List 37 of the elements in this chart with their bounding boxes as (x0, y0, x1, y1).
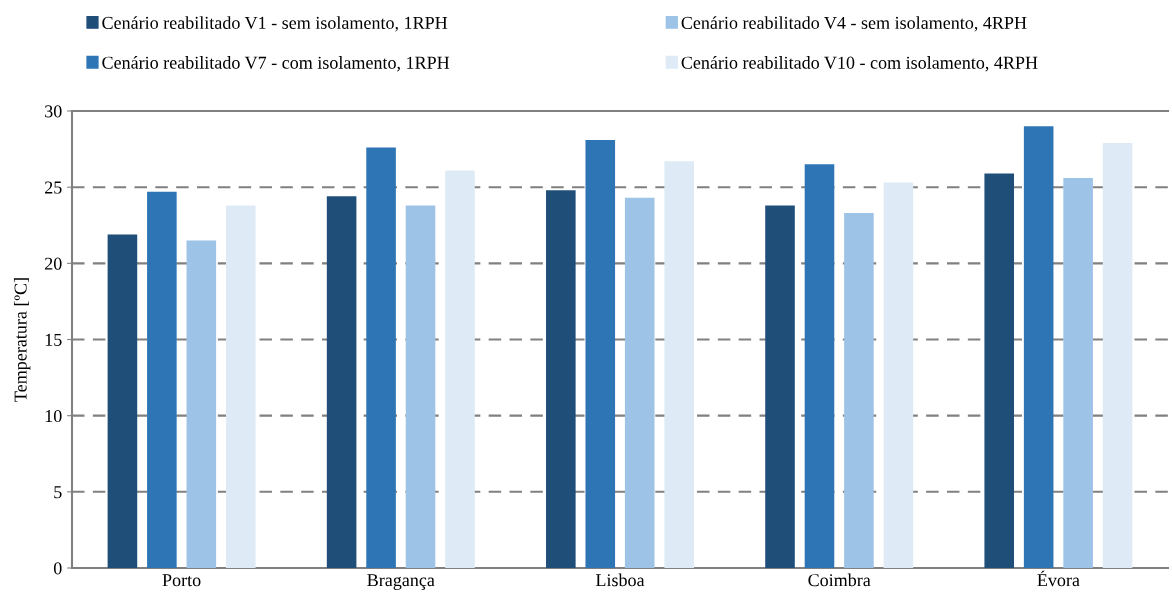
legend-label: Cenário reabilitado V7 - com isolamento, 1RPH (102, 56, 450, 72)
y-axis-title: Temperatura [ºC] (13, 278, 31, 402)
bar (1063, 178, 1093, 568)
x-tick-label: Bragança (367, 574, 435, 590)
y-tick-label: 15 (45, 333, 62, 346)
bar (225, 205, 256, 568)
bar (107, 234, 138, 568)
bar (804, 164, 835, 568)
y-tick-label: 20 (45, 257, 62, 270)
bar (546, 190, 576, 568)
bar (765, 205, 795, 568)
bar (624, 197, 655, 568)
x-tick-label: Porto (162, 574, 201, 587)
bar (1023, 126, 1054, 568)
legend-label: Cenário reabilitado V1 - sem isolamento, 1RPH (102, 16, 448, 32)
bar (326, 196, 357, 568)
y-tick-label: 0 (53, 562, 62, 575)
bar (366, 147, 396, 568)
bar (883, 182, 914, 568)
bar (186, 240, 217, 568)
bar (445, 170, 475, 568)
bar (1102, 142, 1133, 568)
legend-label: Cenário reabilitado V10 - com isolamento, 4RPH (681, 56, 1038, 72)
y-tick-label: 5 (54, 486, 62, 499)
y-tick-label: 10 (45, 409, 62, 423)
legend-label: Cenário reabilitado V4 - sem isolamento, 4RPH (681, 16, 1027, 32)
x-tick-label: Lisboa (595, 573, 645, 587)
x-tick-label: Coimbra (808, 573, 871, 587)
bar (585, 139, 616, 568)
bar (147, 191, 177, 568)
y-tick-label: 30 (45, 105, 62, 118)
bar (844, 213, 874, 568)
bar (664, 161, 694, 568)
bar (984, 173, 1015, 568)
bar (405, 205, 436, 568)
y-tick-label: 25 (45, 181, 62, 194)
x-tick-label: Évora (1037, 570, 1080, 587)
